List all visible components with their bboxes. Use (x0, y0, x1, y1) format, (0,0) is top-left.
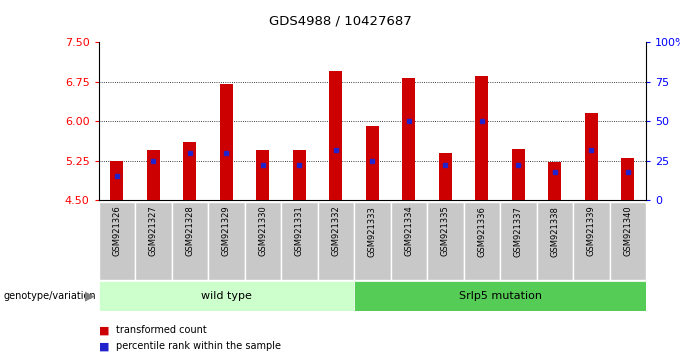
Bar (585, 113, 598, 200)
Bar (548, 162, 561, 200)
Text: GSM921336: GSM921336 (477, 206, 486, 257)
Text: GSM921333: GSM921333 (368, 206, 377, 257)
Text: GSM921330: GSM921330 (258, 206, 267, 256)
Bar (366, 126, 379, 200)
Text: Srlp5 mutation: Srlp5 mutation (458, 291, 541, 301)
Bar (171, 202, 208, 280)
Bar (354, 202, 390, 280)
Bar (512, 149, 525, 200)
Bar (500, 202, 537, 280)
Text: GSM921334: GSM921334 (405, 206, 413, 256)
Bar (110, 161, 123, 200)
Text: ■: ■ (99, 325, 109, 335)
Text: ■: ■ (99, 341, 109, 351)
Bar (293, 150, 306, 200)
Bar (245, 202, 281, 280)
Bar (99, 281, 354, 311)
Text: GSM921337: GSM921337 (514, 206, 523, 257)
Bar (354, 281, 646, 311)
Text: GSM921339: GSM921339 (587, 206, 596, 256)
Text: GDS4988 / 10427687: GDS4988 / 10427687 (269, 14, 411, 27)
Bar (464, 202, 500, 280)
Text: GSM921332: GSM921332 (331, 206, 340, 256)
Text: GSM921326: GSM921326 (112, 206, 121, 256)
Bar (390, 202, 427, 280)
Bar (256, 150, 269, 200)
Bar (99, 202, 135, 280)
Text: genotype/variation: genotype/variation (3, 291, 96, 301)
Text: GSM921331: GSM921331 (295, 206, 304, 256)
Text: GSM921335: GSM921335 (441, 206, 449, 256)
Bar (573, 202, 609, 280)
Bar (135, 202, 171, 280)
Bar (329, 72, 342, 200)
Bar (147, 150, 160, 200)
Text: GSM921328: GSM921328 (186, 206, 194, 256)
Bar (427, 202, 464, 280)
Bar (318, 202, 354, 280)
Text: wild type: wild type (201, 291, 252, 301)
Bar (622, 158, 634, 200)
Bar (403, 78, 415, 200)
Bar (220, 85, 233, 200)
Text: GSM921327: GSM921327 (149, 206, 158, 256)
Text: GSM921338: GSM921338 (550, 206, 559, 257)
Bar (475, 75, 488, 200)
Text: ▶: ▶ (85, 289, 95, 302)
Bar (208, 202, 245, 280)
Bar (609, 202, 646, 280)
Bar (281, 202, 318, 280)
Text: transformed count: transformed count (116, 325, 206, 335)
Bar (439, 153, 452, 200)
Bar (537, 202, 573, 280)
Text: percentile rank within the sample: percentile rank within the sample (116, 341, 281, 351)
Bar (184, 142, 197, 200)
Text: GSM921340: GSM921340 (624, 206, 632, 256)
Text: GSM921329: GSM921329 (222, 206, 231, 256)
